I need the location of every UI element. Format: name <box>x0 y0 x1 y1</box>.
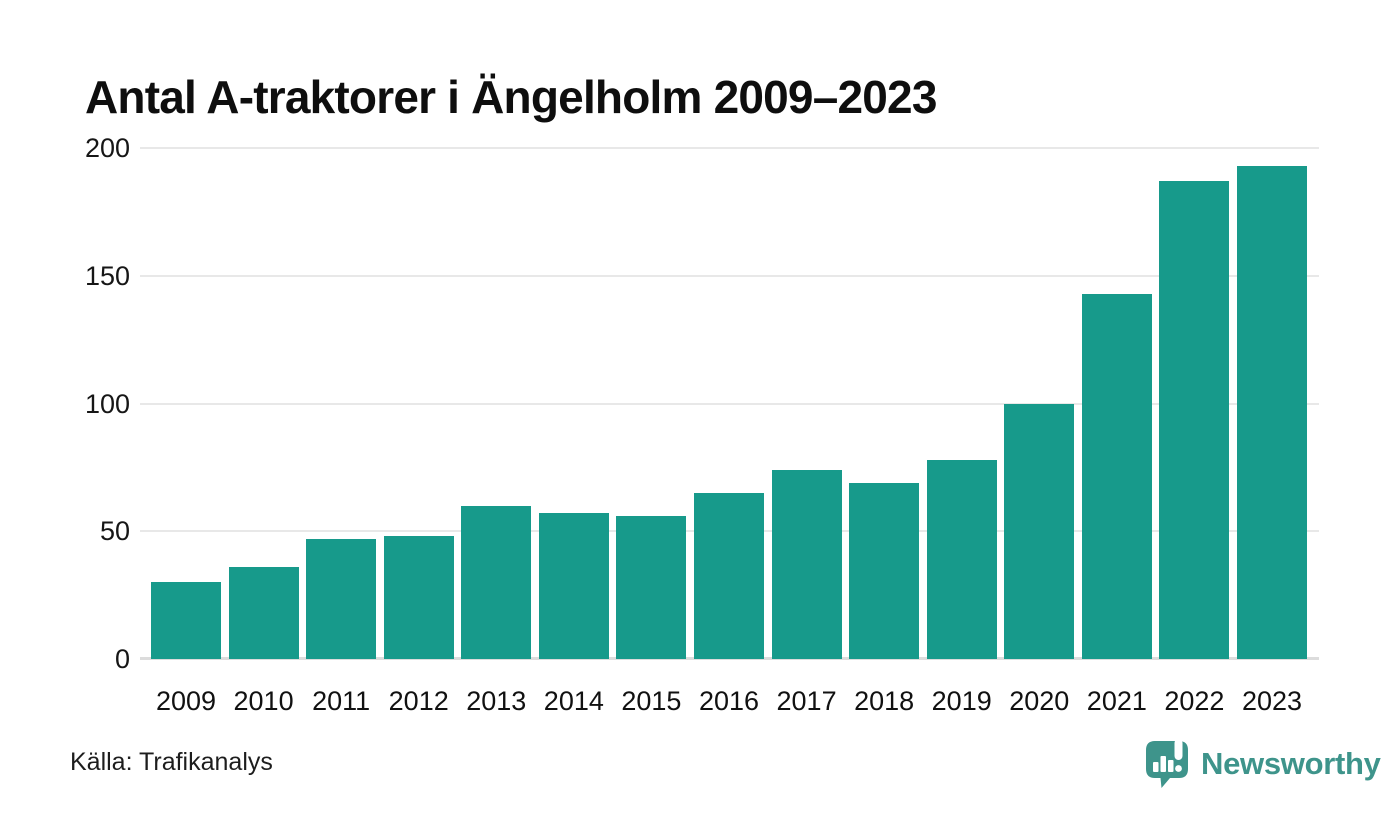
chart-title: Antal A-traktorer i Ängelholm 2009–2023 <box>85 71 937 123</box>
x-axis: 2009 2010 2011 2012 2013 2014 2015 2016 2017 2018… <box>140 686 1319 726</box>
bar-2009 <box>151 582 221 659</box>
bar-2019 <box>926 459 997 659</box>
bar-2022 <box>1159 181 1230 659</box>
x-tick-label-2017: 2017 <box>776 686 837 716</box>
newsworthy-bubble-chart-icon <box>1146 739 1188 788</box>
bar-2015 <box>616 515 687 659</box>
x-tick-label-2015: 2015 <box>621 686 682 716</box>
x-tick-label-2013: 2013 <box>466 686 527 716</box>
x-tick-label-2020: 2020 <box>1009 686 1070 716</box>
bar-2013 <box>461 505 532 659</box>
y-tick-label-200: 200 <box>84 133 130 163</box>
x-tick-label-2021: 2021 <box>1086 686 1147 716</box>
x-tick-label-2011: 2011 <box>312 686 371 716</box>
y-tick-label-150: 150 <box>84 260 130 291</box>
bar-2016 <box>694 492 764 659</box>
y-tick-label-100: 100 <box>84 388 130 419</box>
plot-area <box>140 147 1319 660</box>
x-tick-label-2014: 2014 <box>543 686 604 716</box>
bar-2021 <box>1081 293 1152 659</box>
x-tick-label-2023: 2023 <box>1241 686 1303 716</box>
bar-2023 <box>1237 165 1307 659</box>
x-tick-label-2016: 2016 <box>698 686 760 716</box>
bar-2014 <box>538 513 609 659</box>
gridline-100 <box>140 402 1319 405</box>
x-tick-label-2010: 2010 <box>233 686 294 716</box>
y-axis: 0 50 100 150 200 <box>0 134 130 673</box>
bar-2017 <box>771 469 842 659</box>
x-tick-label-2019: 2019 <box>931 686 992 716</box>
gridline-200 <box>140 147 1319 149</box>
bar-2010 <box>228 567 299 659</box>
x-tick-label-2018: 2018 <box>854 686 915 716</box>
y-tick-label-50: 50 <box>99 516 130 547</box>
gridline-150 <box>140 274 1319 277</box>
bar-2018 <box>849 482 920 659</box>
x-tick-label-2009: 2009 <box>155 686 217 716</box>
x-tick-label-2012: 2012 <box>388 686 449 716</box>
bar-2011 <box>306 538 377 659</box>
bar-2020 <box>1004 403 1075 659</box>
source-label: Källa: Trafikanalys <box>70 748 273 776</box>
newsworthy-logo[interactable]: Newsworthy <box>1144 738 1381 790</box>
bar-2012 <box>383 536 454 659</box>
x-tick-label-2022: 2022 <box>1164 686 1225 716</box>
newsworthy-wordmark: Newsworthy <box>1201 746 1381 781</box>
y-tick-label-0: 0 <box>114 644 130 674</box>
